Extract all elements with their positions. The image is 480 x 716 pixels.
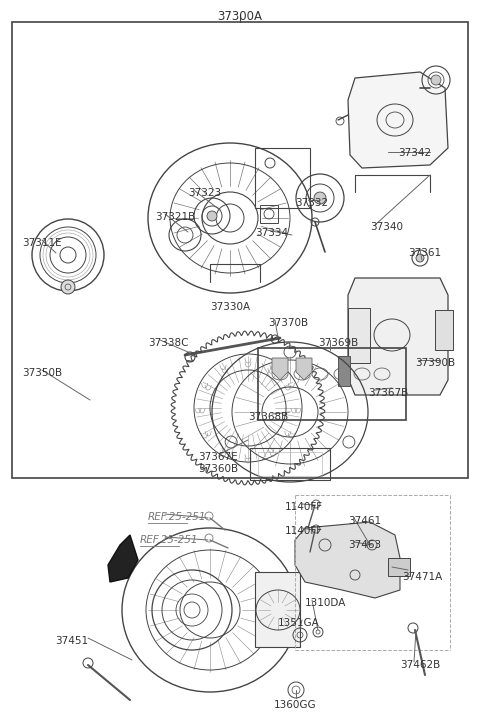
Text: 37360B: 37360B bbox=[198, 464, 238, 474]
Text: 37451: 37451 bbox=[55, 636, 88, 646]
Bar bbox=[348, 308, 370, 363]
Text: 1140FF: 1140FF bbox=[285, 502, 323, 512]
Text: 37350B: 37350B bbox=[22, 368, 62, 378]
Ellipse shape bbox=[431, 75, 441, 85]
Text: 37340: 37340 bbox=[370, 222, 403, 232]
Polygon shape bbox=[272, 358, 288, 380]
Polygon shape bbox=[348, 72, 448, 168]
Bar bbox=[255, 572, 300, 647]
Text: 1310DA: 1310DA bbox=[305, 598, 347, 608]
Text: 37300A: 37300A bbox=[217, 10, 263, 23]
Polygon shape bbox=[296, 358, 312, 380]
Text: 37332: 37332 bbox=[295, 198, 328, 208]
Bar bbox=[258, 348, 406, 420]
Ellipse shape bbox=[416, 254, 424, 262]
Text: 37462B: 37462B bbox=[400, 660, 440, 670]
Text: 37390B: 37390B bbox=[415, 358, 455, 368]
Ellipse shape bbox=[314, 192, 326, 204]
Text: 37323: 37323 bbox=[188, 188, 221, 198]
Text: 37361: 37361 bbox=[408, 248, 441, 258]
Text: 37471A: 37471A bbox=[402, 572, 442, 582]
Text: 37461: 37461 bbox=[348, 516, 381, 526]
Bar bbox=[338, 356, 350, 386]
Bar bbox=[250, 448, 330, 480]
Text: 37463: 37463 bbox=[348, 540, 381, 550]
Bar bbox=[260, 205, 278, 223]
Text: REF.25-251: REF.25-251 bbox=[140, 535, 199, 545]
Text: 37338C: 37338C bbox=[148, 338, 189, 348]
Text: 37342: 37342 bbox=[398, 148, 431, 158]
Text: 1351GA: 1351GA bbox=[278, 618, 320, 628]
Text: 37367B: 37367B bbox=[368, 388, 408, 398]
Text: 37368B: 37368B bbox=[248, 412, 288, 422]
Bar bbox=[388, 558, 410, 576]
Ellipse shape bbox=[61, 280, 75, 294]
Bar bbox=[12, 22, 468, 478]
Text: 37321B: 37321B bbox=[155, 212, 195, 222]
Text: 37367E: 37367E bbox=[198, 452, 238, 462]
Text: 37370B: 37370B bbox=[268, 318, 308, 328]
Ellipse shape bbox=[207, 211, 217, 221]
Polygon shape bbox=[295, 522, 400, 598]
Text: 1140FF: 1140FF bbox=[285, 526, 323, 536]
Text: 37330A: 37330A bbox=[210, 302, 250, 312]
Polygon shape bbox=[348, 278, 448, 395]
Polygon shape bbox=[108, 535, 138, 582]
Text: 37369B: 37369B bbox=[318, 338, 358, 348]
Text: 37334: 37334 bbox=[255, 228, 288, 238]
Text: REF.25-251: REF.25-251 bbox=[148, 512, 206, 522]
Bar bbox=[435, 310, 453, 350]
Bar bbox=[258, 452, 322, 476]
Text: 1360GG: 1360GG bbox=[274, 700, 316, 710]
Text: 37311E: 37311E bbox=[22, 238, 61, 248]
Bar bbox=[255, 148, 310, 208]
